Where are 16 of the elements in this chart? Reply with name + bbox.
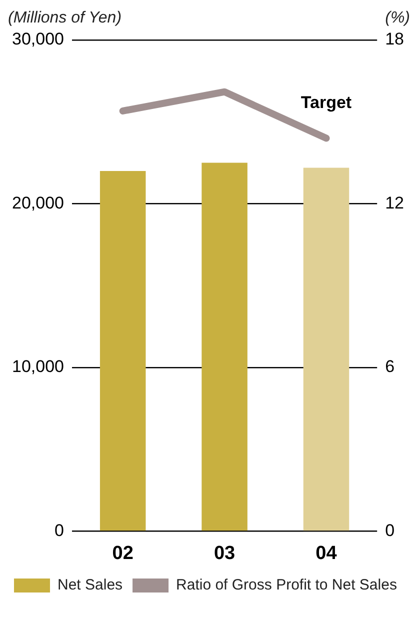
legend-label: Net Sales: [58, 576, 123, 594]
y-tick-label: 20,000: [12, 193, 64, 212]
y2-tick-label: 6: [385, 357, 395, 376]
annotation: Target: [300, 93, 352, 112]
y2-tick-label: 18: [385, 30, 404, 49]
legend-label: Ratio of Gross Profit to Net Sales: [176, 576, 397, 594]
y-tick-label: 10,000: [12, 357, 64, 376]
y-axis-title: (Millions of Yen): [8, 9, 122, 26]
x-tick-label: 03: [214, 542, 236, 564]
y2-tick-label: 0: [385, 520, 395, 540]
x-tick-label: 02: [112, 542, 134, 564]
y-tick-label: 0: [54, 520, 64, 540]
x-tick-label: 04: [316, 542, 338, 564]
y2-axis-title: (%): [385, 9, 410, 26]
y2-tick-label: 12: [385, 193, 404, 212]
y-tick-label: 30,000: [12, 30, 64, 49]
